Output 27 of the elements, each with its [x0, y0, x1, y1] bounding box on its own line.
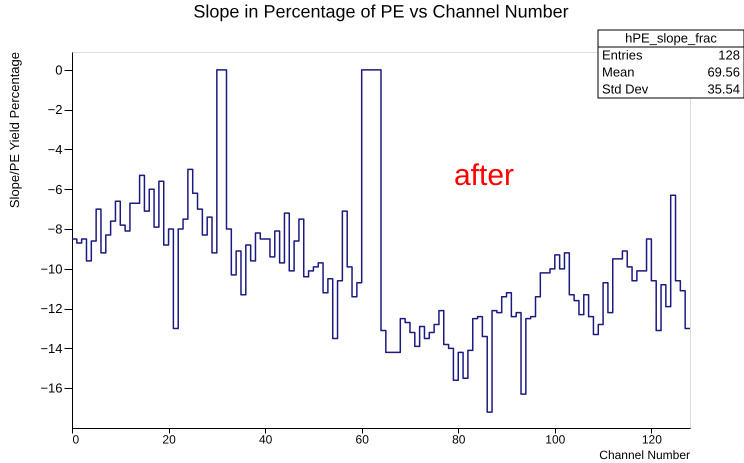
y-tick-label: 0 [55, 62, 62, 78]
y-tick-label: −8 [48, 222, 62, 237]
text: hPE_slope_frac [625, 30, 718, 46]
x-tick-label: 0 [72, 432, 80, 446]
annotation: Std Dev [602, 82, 649, 96]
text: 128 [718, 48, 740, 62]
annotation: after [454, 159, 514, 192]
x-tick-label: 20 [162, 432, 176, 446]
y-tick-label: −6 [48, 182, 62, 197]
annotation: Entries [602, 48, 643, 62]
y-tick-label: −2 [48, 102, 62, 118]
text: 69.56 [707, 64, 740, 80]
y-tick-label: −14 [40, 340, 62, 356]
x-tick-label: 40 [258, 432, 273, 446]
y-tick-label: −4 [48, 142, 62, 157]
x-tick-label: 60 [356, 432, 370, 446]
y-tick-label: −10 [40, 261, 62, 276]
chart-title: Slope in Percentage of PE vs Channel Number [193, 2, 569, 22]
y-tick-label: −12 [40, 301, 62, 316]
annotation: Mean [602, 64, 635, 80]
x-tick-label: 100 [545, 432, 566, 446]
text: 35.54 [707, 82, 740, 96]
x-tick-label: 120 [642, 432, 662, 446]
y-tick-label: −16 [40, 380, 62, 396]
y-axis-title: Slope/PE Yield Percentage [7, 52, 22, 208]
x-tick-label: 80 [452, 432, 466, 446]
x-axis-title: Channel Number [599, 448, 690, 462]
